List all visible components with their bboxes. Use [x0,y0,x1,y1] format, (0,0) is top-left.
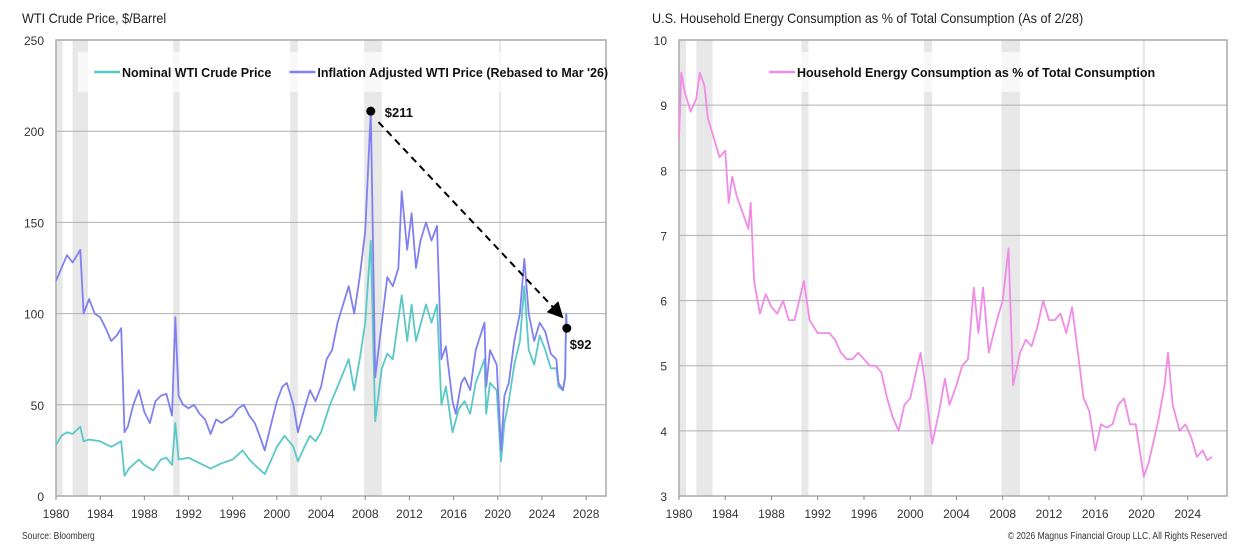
chart1-recession-band [173,40,180,496]
chart2-title: U.S. Household Energy Consumption as % o… [652,10,1084,26]
chart2-recession-band [679,40,686,496]
chart2-y-tick-label: 9 [660,99,667,113]
chart1-legend-label-1: Nominal WTI Crude Price [122,66,271,80]
chart1-annotation-label-1: $211 [385,105,413,120]
chart1-annotation-dot-2 [562,323,572,333]
chart2-y-tick-label: 5 [660,360,667,374]
chart1-legend-label-2: Inflation Adjusted WTI Price (Rebased to… [317,66,608,80]
chart1-recession-band [498,40,502,496]
chart1-x-tick-label: 2016 [440,507,467,521]
chart1-y-tick-label: 250 [24,34,44,48]
chart1-annotation-dot-1 [366,106,376,116]
chart1-y-tick-label: 0 [37,490,44,504]
chart2-y-tick-label: 6 [660,295,667,309]
chart1-plot-frame [55,39,607,497]
chart1-series-line-2 [55,110,568,452]
chart2-x-tick-label: 1992 [804,507,831,521]
chart2-series-line-1 [678,71,1213,478]
chart1-x-tick-label: 2028 [573,507,600,521]
chart1-recession-band [290,40,298,496]
chart2-x-tick-label: 2012 [1036,507,1063,521]
chart2-x-tick-label: 2000 [897,507,924,521]
chart1-recession-band [72,40,89,496]
chart2-x-tick-label: 2008 [989,507,1016,521]
chart2-x-tick-label: 1984 [712,507,739,521]
chart1-x-tick-label: 2020 [484,507,511,521]
chart2-x-tick-label: 2016 [1082,507,1109,521]
chart2-recession-band [1001,40,1021,496]
chart2-recession-band [924,40,933,496]
chart1-y-tick-label: 50 [31,399,45,413]
chart2-y-tick-label: 10 [654,34,668,48]
source-note: Source: Bloomberg [22,531,95,542]
chart1-x-tick-label: 2012 [396,507,423,521]
chart2-legend-label-1: Household Energy Consumption as % of Tot… [797,66,1155,80]
chart1-x-tick-label: 2004 [308,507,335,521]
chart2-recession-band [1142,40,1145,496]
chart1-x-tick-label: 1992 [175,507,202,521]
chart1-x-tick-label: 1988 [131,507,158,521]
chart2-recession-band [696,40,713,496]
chart1-y-tick-label: 200 [24,125,44,139]
chart2-plot-frame [678,39,1228,497]
chart2-x-tick-label: 2024 [1174,507,1201,521]
chart1-x-tick-label: 2024 [529,507,556,521]
chart2-recession-band [801,40,809,496]
chart1-recession-band [56,40,63,496]
chart1-legend-box [78,52,578,92]
chart2-x-tick-label: 1980 [666,507,693,521]
chart1-title: WTI Crude Price, $/Barrel [22,10,167,26]
chart2-y-tick-label: 4 [660,425,667,439]
chart2-legend-box [769,52,1109,92]
chart2-y-tick-label: 8 [660,164,667,178]
chart2-x-tick-label: 1996 [851,507,878,521]
copyright-note: © 2026 Magnus Financial Group LLC. All R… [1007,531,1227,542]
chart1-x-tick-label: 2000 [264,507,291,521]
chart1-y-tick-label: 100 [24,308,44,322]
chart2-x-tick-label: 2020 [1128,507,1155,521]
chart2-y-tick-label: 7 [660,229,667,243]
chart2-x-tick-label: 2004 [943,507,970,521]
chart1-x-tick-label: 1984 [87,507,114,521]
chart1-y-tick-label: 150 [24,216,44,230]
chart1-x-tick-label: 1996 [219,507,246,521]
chart1-annotation-label-2: $92 [570,337,592,352]
chart2-y-tick-label: 3 [660,490,667,504]
chart1-series-line-1 [55,239,568,477]
chart1-x-tick-label: 1980 [43,507,70,521]
chart2-x-tick-label: 1988 [758,507,785,521]
chart1-x-tick-label: 2008 [352,507,379,521]
chart1-trend-arrow [377,121,564,319]
